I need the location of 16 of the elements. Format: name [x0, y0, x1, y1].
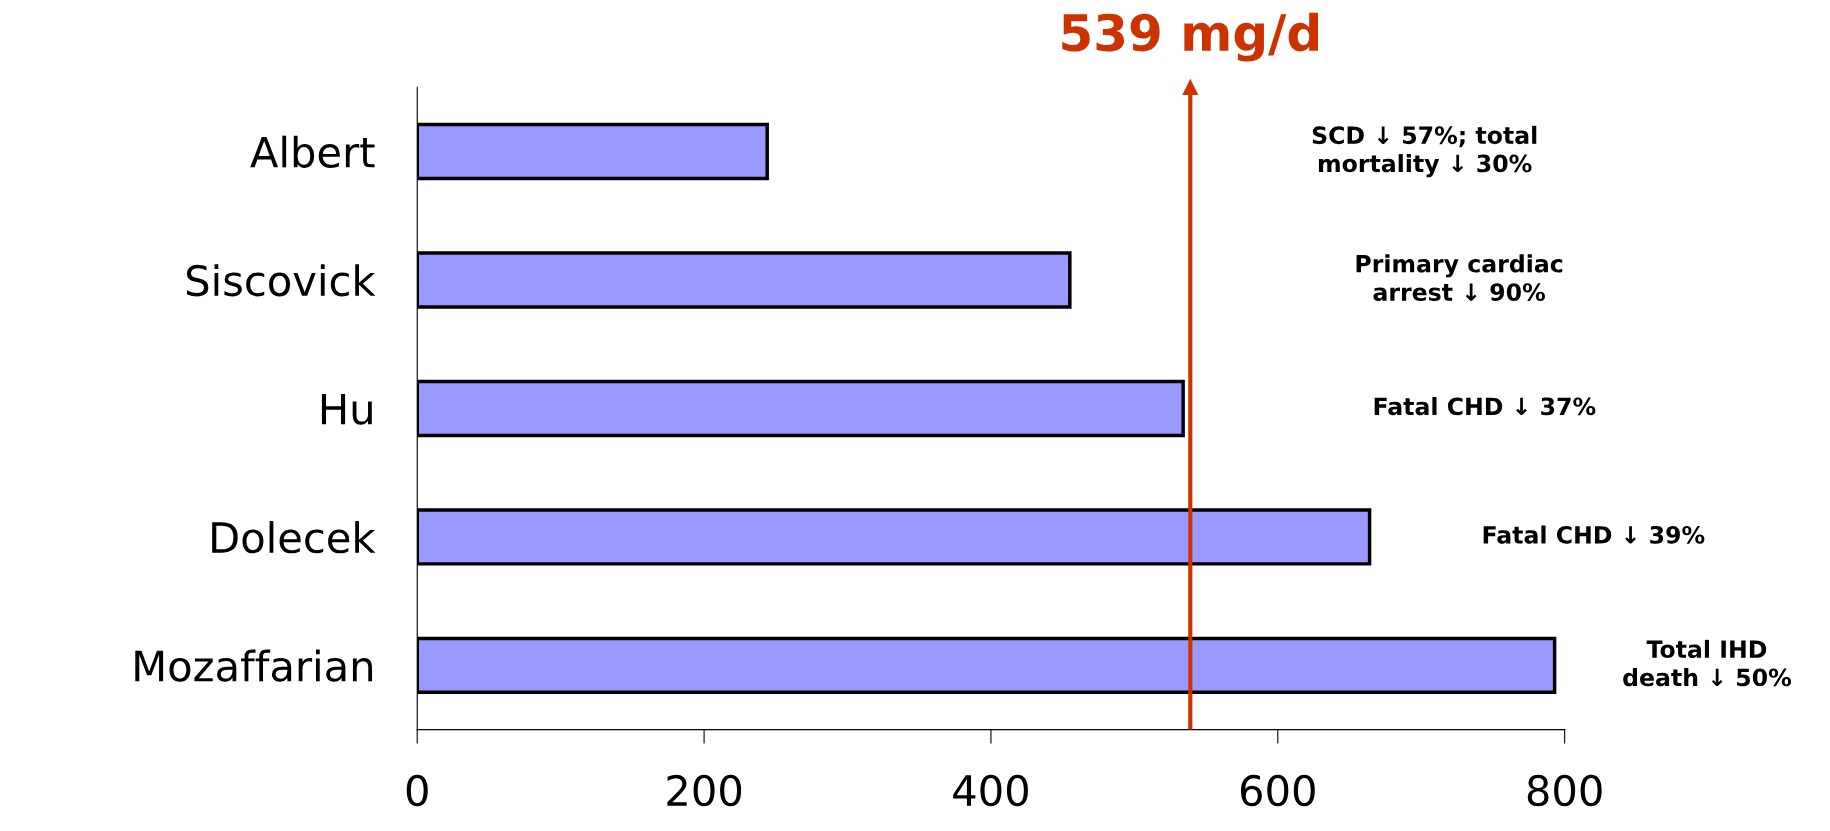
x-tick-label: 0 — [406, 774, 428, 807]
annotation: SCD ↓ 57%; total mortality ↓ 30% — [1312, 125, 1537, 178]
y-tick-label: Mozaffarian — [135, 649, 373, 682]
annotation: Fatal CHD ↓ 37% — [1374, 397, 1596, 416]
ref-line-label: 539 mg/d — [1062, 12, 1318, 62]
annotation: Fatal CHD ↓ 39% — [1483, 525, 1705, 544]
text: Total IHD death ↓ 50% — [1623, 639, 1792, 687]
y-tick-label: Siscovick — [186, 264, 376, 297]
y-tick-label: Hu — [321, 393, 372, 425]
x-tick-label: 400 — [953, 774, 1028, 807]
annotation: Primary cardiac arrest ↓ 90% — [1356, 254, 1563, 302]
y-tick-label: Dolecek — [212, 521, 376, 554]
x-tick-label: 600 — [1240, 774, 1315, 807]
x-tick-label: 800 — [1527, 774, 1602, 807]
x-tick-label: 200 — [667, 774, 742, 807]
y-tick-label: Albert — [250, 135, 375, 168]
